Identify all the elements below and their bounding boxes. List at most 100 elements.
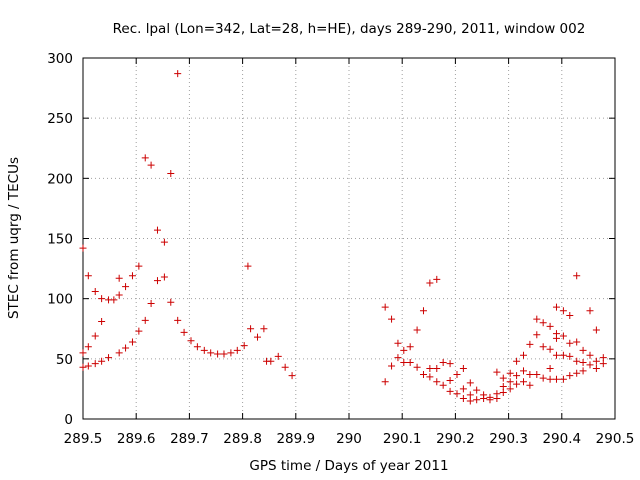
data-point (167, 170, 175, 178)
data-point (526, 370, 534, 378)
data-point (459, 395, 467, 403)
data-point (546, 364, 554, 372)
data-point (207, 349, 215, 357)
data-point (227, 349, 235, 357)
data-point (466, 391, 474, 399)
data-point (499, 383, 507, 391)
data-point (240, 342, 248, 350)
data-point (459, 385, 467, 393)
data-point (200, 346, 208, 354)
data-point (394, 339, 402, 347)
data-point (84, 272, 92, 280)
data-point (98, 295, 106, 303)
data-point (499, 374, 507, 382)
data-point (122, 344, 130, 352)
data-point (453, 390, 461, 398)
data-point (400, 346, 408, 354)
data-point (513, 357, 521, 365)
data-point (439, 381, 447, 389)
data-point (586, 351, 594, 359)
data-point (98, 318, 106, 326)
data-point (413, 326, 421, 334)
data-point (552, 375, 560, 383)
data-point (433, 378, 441, 386)
data-point (453, 370, 461, 378)
x-tick-label: 290.5 (596, 431, 635, 447)
data-point (193, 343, 201, 351)
data-point (153, 226, 161, 234)
data-point (98, 357, 106, 365)
data-point (135, 262, 143, 270)
data-point (473, 396, 481, 404)
data-point (394, 354, 402, 362)
data-point (559, 351, 567, 359)
data-point (253, 333, 261, 341)
data-point (135, 327, 143, 335)
data-point (91, 360, 99, 368)
data-point (110, 296, 118, 304)
data-point (406, 343, 414, 351)
data-point (559, 375, 567, 383)
data-point (84, 343, 92, 351)
data-points (79, 70, 607, 405)
data-point (579, 367, 587, 375)
data-point (388, 315, 396, 323)
x-tick-label: 289.6 (117, 431, 156, 447)
data-point (214, 350, 222, 358)
data-point (122, 283, 130, 291)
y-tick-label: 0 (64, 412, 73, 428)
data-point (552, 303, 560, 311)
data-point (552, 334, 560, 342)
data-point (141, 154, 149, 162)
data-point (592, 364, 600, 372)
data-point (559, 332, 567, 340)
y-tick-label: 250 (47, 111, 73, 127)
data-point (566, 352, 574, 360)
data-point (147, 299, 155, 307)
data-point (566, 372, 574, 380)
data-point (506, 378, 514, 386)
data-point (381, 303, 389, 311)
data-point (539, 374, 547, 382)
data-point (466, 379, 474, 387)
data-point (546, 345, 554, 353)
data-point (174, 316, 182, 324)
data-point (573, 272, 581, 280)
data-point (519, 367, 527, 375)
data-point (439, 358, 447, 366)
grid-lines (83, 58, 615, 419)
data-point (446, 376, 454, 384)
data-point (260, 325, 268, 333)
data-point (267, 357, 275, 365)
data-point (91, 287, 99, 295)
data-point (233, 346, 241, 354)
data-point (419, 370, 427, 378)
data-point (519, 351, 527, 359)
data-point (79, 349, 87, 357)
data-point (579, 358, 587, 366)
data-point (180, 328, 188, 336)
data-point (506, 385, 514, 393)
data-point (539, 319, 547, 327)
data-point (433, 275, 441, 283)
x-tick-label: 289.8 (223, 431, 262, 447)
data-point (426, 364, 434, 372)
x-tick-label: 289.5 (64, 431, 103, 447)
data-point (513, 380, 521, 388)
data-point (128, 272, 136, 280)
data-point (573, 338, 581, 346)
data-point (413, 363, 421, 371)
data-point (526, 381, 534, 389)
data-point (599, 360, 607, 368)
data-point (388, 362, 396, 370)
data-point (586, 361, 594, 369)
data-point (566, 339, 574, 347)
x-tick-label: 290.2 (436, 431, 475, 447)
x-tick-label: 289.9 (276, 431, 315, 447)
data-point (480, 395, 488, 403)
data-point (446, 360, 454, 368)
data-point (519, 378, 527, 386)
data-point (247, 325, 255, 333)
data-point (566, 312, 574, 320)
